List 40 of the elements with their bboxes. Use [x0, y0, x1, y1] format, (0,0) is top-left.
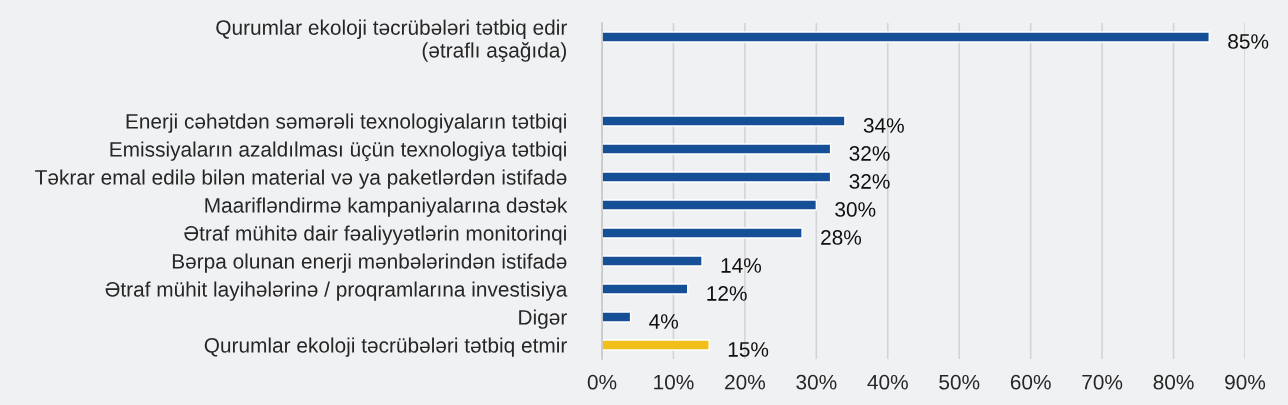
- data-label: 30%: [835, 202, 876, 217]
- data-label: 28%: [821, 230, 862, 245]
- x-tick-label: 40%: [867, 374, 908, 390]
- x-tick-label: 0%: [587, 374, 617, 390]
- y-tick-label: Maarifləndirmə kampaniyalarına dəstək: [205, 197, 568, 217]
- bar: [602, 311, 632, 323]
- bar: [602, 31, 1210, 43]
- data-label: 4%: [649, 314, 679, 329]
- y-tick-label: Təkrar emal edilə bilən material və ya paketlərdən istifadə: [35, 169, 567, 189]
- data-label: 85%: [1228, 34, 1269, 49]
- bar: [602, 339, 710, 351]
- y-tick-label: Enerji cəhətdən səmərəli texnologiyaların tətbiqi: [126, 113, 566, 133]
- x-tick-label: 60%: [1010, 374, 1051, 390]
- data-label: 15%: [728, 342, 769, 357]
- y-tick-label: Ətraf mühit layihələrinə / proqramlarına investisiya: [105, 281, 568, 301]
- bar: [602, 255, 703, 267]
- data-label: 34%: [863, 118, 904, 133]
- bar: [602, 227, 803, 239]
- x-tick-label: 20%: [725, 374, 765, 390]
- data-label: 32%: [849, 146, 890, 161]
- y-tick-label: Digər: [519, 309, 567, 329]
- data-label: 14%: [721, 258, 762, 273]
- y-tick-label: Bərpa olunan enerji mənbələrindən istifadə: [172, 253, 567, 273]
- x-tick-label: 70%: [1082, 374, 1123, 390]
- bar: [602, 283, 689, 295]
- bar: [602, 115, 846, 127]
- x-tick-label: 80%: [1153, 374, 1194, 390]
- bar: [602, 171, 832, 183]
- y-tick-label: Qurumlar ekoloji təcrübələri tətbiq etmir: [204, 337, 567, 357]
- x-tick-label: 50%: [939, 374, 980, 390]
- bar: [602, 199, 818, 211]
- data-label: 12%: [707, 286, 747, 301]
- y-tick-label: Ətraf mühitə dair fəaliyyətlərin monitorinqi: [184, 225, 566, 245]
- x-tick-label: 10%: [654, 374, 694, 390]
- x-tick-label: 90%: [1225, 374, 1266, 390]
- y-tick-label: Qurumlar ekoloji təcrübələri tətbiq edir (ətraflı aşağıda): [216, 19, 567, 62]
- data-label: 32%: [849, 174, 890, 189]
- y-tick-label: Emissiyaların azaldılması üçün texnologiya tətbiqi: [110, 141, 566, 161]
- bar: [602, 143, 832, 155]
- x-tick-label: 30%: [796, 374, 837, 390]
